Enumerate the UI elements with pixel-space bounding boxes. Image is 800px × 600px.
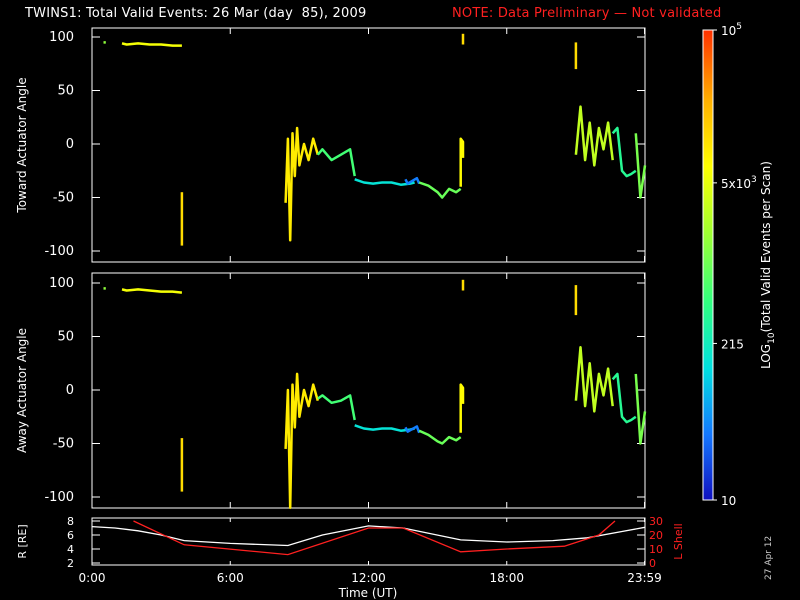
y-tick-label: -100 — [44, 490, 74, 505]
event-trace — [459, 137, 465, 187]
colorbar-label: LOG10(Total Valid Events per Scan) — [759, 161, 777, 369]
event-trace — [316, 148, 356, 177]
panel-2: 100 50 0 -50 -100 Away Actuator Angle — [15, 272, 647, 509]
event-trace — [634, 373, 647, 445]
y-axis-label: R [RE] — [16, 524, 29, 558]
y2-tick-label: 0 — [649, 557, 656, 570]
y-tick-label: 100 — [49, 30, 74, 45]
y-tick-label: 50 — [57, 84, 74, 99]
y-tick-label: 4 — [67, 543, 74, 556]
event-trace — [284, 372, 320, 509]
y-axis-label: Toward Actuator Angle — [15, 77, 29, 213]
y-tick-label: -50 — [53, 191, 74, 206]
event-trace — [574, 105, 614, 167]
event-trace — [317, 394, 356, 421]
x-tick-label: 12:00 — [351, 571, 386, 585]
colorbar-tick-label: 5x103 — [721, 175, 757, 191]
event-trace — [354, 424, 415, 432]
event-trace — [634, 133, 647, 199]
x-tick-label: 18:00 — [489, 571, 524, 585]
y2-tick-label: 10 — [649, 543, 663, 556]
radius-line — [92, 525, 645, 547]
y2-axis-label: L Shell — [672, 523, 685, 559]
l-shell-line — [133, 520, 616, 556]
date-stamp: 27 Apr 12 — [764, 535, 774, 580]
colorbar-tick-label: 10 — [721, 494, 736, 508]
y2-tick-label: 30 — [649, 515, 663, 528]
colorbar-tick-label: 215 — [721, 337, 744, 351]
colorbar-gradient — [703, 30, 713, 500]
y-tick-label: -100 — [44, 244, 74, 259]
colorbar: 10 215 5x103 105 LOG10(Total Valid Events pe… — [702, 22, 777, 508]
colorbar-tick-label: 105 — [721, 22, 742, 38]
event-trace — [418, 429, 462, 445]
event-trace — [404, 425, 421, 434]
panel-1: 100 50 0 -50 -100 Toward Actuator Angle — [15, 27, 647, 263]
y-tick-label: -50 — [53, 437, 74, 452]
y-tick-label: 0 — [66, 383, 74, 398]
event-trace — [121, 42, 182, 47]
y-tick-label: 100 — [49, 276, 74, 291]
event-trace — [611, 372, 637, 424]
colorbar-frame — [702, 29, 714, 501]
y2-tick-label: 20 — [649, 529, 663, 542]
page-title: TWINS1: Total Valid Events: 26 Mar (day … — [25, 6, 367, 21]
y-tick-label: 0 — [66, 137, 74, 152]
x-tick-label: 0:00 — [79, 571, 106, 585]
y-tick-label: 50 — [57, 330, 74, 345]
x-tick-label: 6:00 — [217, 571, 244, 585]
panel-frame — [91, 27, 646, 263]
data-preliminary-note: NOTE: Data Preliminary — Not validated — [452, 6, 722, 21]
event-trace — [459, 383, 465, 433]
panel-frame — [91, 272, 646, 509]
y-tick-label: 2 — [67, 557, 74, 570]
event-trace — [418, 181, 462, 199]
y-tick-label: 6 — [67, 529, 74, 542]
x-tick-label: 23:59 — [627, 571, 662, 585]
event-trace — [284, 126, 320, 242]
x-axis-label: Time (UT) — [338, 586, 398, 600]
panel-frame — [91, 517, 646, 566]
event-trace — [611, 126, 637, 178]
y-axis-label: Away Actuator Angle — [15, 328, 29, 453]
event-trace — [121, 288, 183, 294]
event-trace — [404, 176, 421, 185]
event-trace — [574, 345, 614, 413]
y-tick-label: 8 — [67, 515, 74, 528]
